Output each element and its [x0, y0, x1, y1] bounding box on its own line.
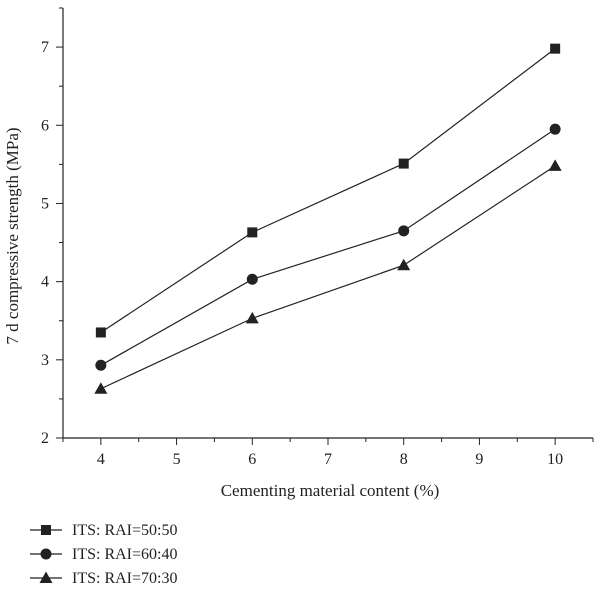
legend-item: ITS: RAI=60:40	[30, 546, 177, 563]
x-tick-label: 4	[97, 451, 105, 468]
data-point	[95, 359, 107, 371]
y-tick-label: 6	[41, 117, 49, 134]
y-axis-ticks: 2 3 4 5 6 7	[41, 7, 63, 447]
data-point	[398, 158, 409, 169]
data-point	[550, 43, 561, 54]
x-tick-label: 8	[400, 451, 408, 468]
legend-label: ITS: RAI=50:50	[72, 522, 177, 539]
data-point	[94, 382, 108, 394]
y-axis-label: 7 d compressive strength (MPa)	[3, 127, 22, 344]
y-tick-label: 2	[41, 430, 49, 447]
y-tick-label: 4	[41, 274, 49, 291]
x-tick-label: 6	[248, 451, 256, 468]
x-axis-label: Cementing material content (%)	[221, 481, 440, 500]
data-point	[397, 258, 411, 271]
legend-label: ITS: RAI=70:30	[72, 570, 177, 587]
data-point	[548, 159, 562, 171]
legend-label: ITS: RAI=60:40	[72, 546, 177, 563]
series-2	[95, 123, 561, 371]
axes	[62, 8, 593, 439]
series-layer	[94, 43, 562, 394]
series-line	[100, 48, 556, 333]
series-1	[95, 43, 561, 338]
data-point	[246, 273, 258, 285]
data-point	[95, 327, 106, 338]
series-line	[100, 128, 556, 366]
legend-item: ITS: RAI=70:30	[30, 570, 177, 587]
legend-marker	[40, 548, 52, 560]
y-tick-label: 5	[41, 195, 49, 212]
legend-marker	[39, 571, 53, 583]
y-tick-label: 7	[41, 39, 49, 56]
data-point	[247, 227, 258, 238]
x-axis-ticks: 4 5 6 7 8 9 10	[62, 438, 594, 468]
data-point	[245, 311, 259, 324]
data-point	[398, 225, 410, 237]
x-tick-label: 10	[547, 451, 563, 468]
legend-item: ITS: RAI=50:50	[30, 522, 177, 539]
y-tick-label: 3	[41, 352, 49, 369]
x-tick-label: 7	[324, 451, 332, 468]
legend-marker	[41, 525, 51, 535]
data-point	[549, 123, 561, 135]
x-tick-label: 9	[475, 451, 483, 468]
series-line	[100, 165, 556, 390]
x-tick-label: 5	[173, 451, 181, 468]
legend: ITS: RAI=50:50 ITS: RAI=60:40 ITS: RAI=70:…	[30, 522, 177, 587]
series-3	[94, 159, 562, 394]
